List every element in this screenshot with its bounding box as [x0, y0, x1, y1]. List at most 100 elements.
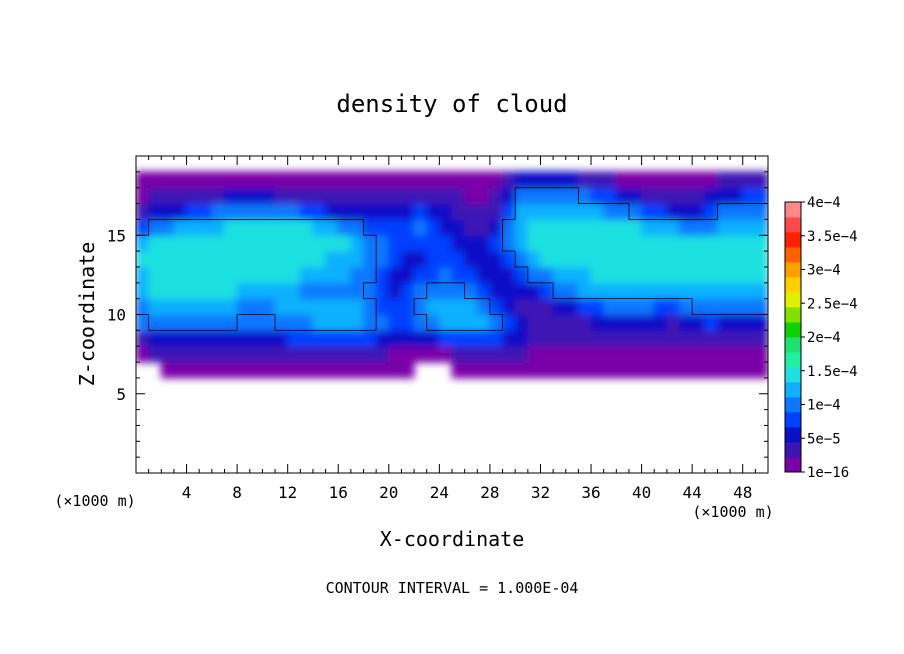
- heatmap-cell: [223, 314, 238, 331]
- heatmap-cell: [136, 329, 150, 347]
- heatmap-cell: [754, 218, 768, 236]
- heatmap-cell: [704, 314, 718, 331]
- heatmap-cell: [337, 187, 352, 205]
- heatmap-cell: [388, 187, 402, 205]
- heatmap-cell: [691, 329, 706, 347]
- heatmap-cell: [754, 234, 768, 252]
- heatmap-cell: [198, 234, 213, 252]
- heatmap-cell: [337, 171, 352, 189]
- heatmap-cell: [211, 203, 225, 220]
- heatmap-cell: [299, 234, 314, 252]
- heatmap-cell: [742, 314, 756, 331]
- heatmap-cell: [198, 266, 213, 284]
- heatmap-cell: [603, 329, 617, 347]
- heatmap-cell: [641, 282, 655, 300]
- heatmap-cell: [274, 298, 289, 315]
- heatmap-cell: [489, 361, 504, 379]
- heatmap-cell: [350, 171, 365, 189]
- colorbar-swatch: [785, 337, 801, 353]
- heatmap-cell: [136, 266, 150, 284]
- heatmap-cell: [426, 345, 440, 363]
- heatmap-cell: [325, 234, 339, 252]
- heatmap-cell: [413, 345, 428, 363]
- heatmap-cell: [742, 187, 756, 205]
- heatmap-cell: [489, 171, 504, 189]
- heatmap-cell: [223, 187, 238, 205]
- heatmap-cell: [325, 345, 339, 363]
- heatmap-cell: [261, 329, 276, 347]
- heatmap-cell: [363, 250, 377, 268]
- heatmap-cell: [211, 250, 225, 268]
- heatmap-cell: [173, 187, 188, 205]
- heatmap-cell: [489, 203, 504, 220]
- heatmap-cell: [249, 203, 263, 220]
- heatmap-cell: [603, 314, 617, 331]
- heatmap-cell: [716, 203, 731, 220]
- heatmap-cell: [451, 250, 466, 268]
- heatmap-cell: [413, 203, 428, 220]
- heatmap-cell: [413, 282, 428, 300]
- x-tick-label: 28: [480, 483, 499, 502]
- heatmap-cell: [287, 314, 301, 331]
- heatmap-cell: [704, 329, 718, 347]
- x-unit-label: (×1000 m): [692, 503, 773, 521]
- heatmap-cell: [148, 250, 162, 268]
- colorbar-label: 2.5e−4: [807, 296, 858, 312]
- heatmap-cell: [148, 203, 162, 220]
- heatmap-cell: [679, 171, 693, 189]
- heatmap-cell: [653, 203, 668, 220]
- heatmap-cell: [388, 218, 402, 236]
- heatmap-cell: [502, 266, 516, 284]
- heatmap-cell: [464, 266, 478, 284]
- heatmap-cell: [729, 345, 744, 363]
- heatmap-cell: [653, 171, 668, 189]
- heatmap-cell: [236, 203, 251, 220]
- colorbar-label: 3.5e−4: [807, 229, 858, 245]
- heatmap-cell: [704, 218, 718, 236]
- heatmap-cell: [615, 329, 630, 347]
- heatmap-cell: [261, 234, 276, 252]
- heatmap-cell: [198, 282, 213, 300]
- heatmap-cell: [653, 282, 668, 300]
- heatmap-cell: [666, 345, 681, 363]
- heatmap-cell: [173, 361, 188, 379]
- heatmap-cell: [590, 314, 605, 331]
- heatmap-cell: [476, 329, 491, 347]
- heatmap-cell: [641, 250, 655, 268]
- heatmap-cell: [274, 218, 289, 236]
- heatmap-cell: [502, 250, 516, 268]
- heatmap-cell: [514, 266, 529, 284]
- heatmap-cell: [186, 361, 200, 379]
- heatmap-cell: [287, 298, 301, 315]
- heatmap-cell: [489, 234, 504, 252]
- heatmap-cell: [666, 234, 681, 252]
- heatmap-cell: [438, 171, 453, 189]
- heatmap-cell: [577, 345, 592, 363]
- heatmap-cell: [136, 314, 150, 331]
- heatmap-cell: [400, 187, 415, 205]
- heatmap-cell: [173, 218, 188, 236]
- heatmap-cell: [641, 314, 655, 331]
- heatmap-cell: [704, 250, 718, 268]
- heatmap-cell: [236, 171, 251, 189]
- heatmap-cell: [666, 298, 681, 315]
- heatmap-cell: [716, 329, 731, 347]
- heatmap-cell: [476, 298, 491, 315]
- heatmap-cell: [136, 171, 150, 189]
- heatmap-cell: [211, 282, 225, 300]
- heatmap-cell: [274, 345, 289, 363]
- heatmap-cell: [729, 171, 744, 189]
- heatmap-cell: [198, 218, 213, 236]
- heatmap-cell: [565, 282, 579, 300]
- heatmap-cell: [261, 282, 276, 300]
- heatmap-cell: [223, 250, 238, 268]
- heatmap-cell: [514, 361, 529, 379]
- heatmap-cell: [211, 314, 225, 331]
- colorbar-label: 5e−5: [807, 431, 841, 447]
- heatmap-cell: [337, 282, 352, 300]
- heatmap-cell: [438, 329, 453, 347]
- heatmap-cell: [337, 218, 352, 236]
- heatmap-cell: [539, 171, 554, 189]
- heatmap-cell: [426, 187, 440, 205]
- heatmap-cell: [590, 361, 605, 379]
